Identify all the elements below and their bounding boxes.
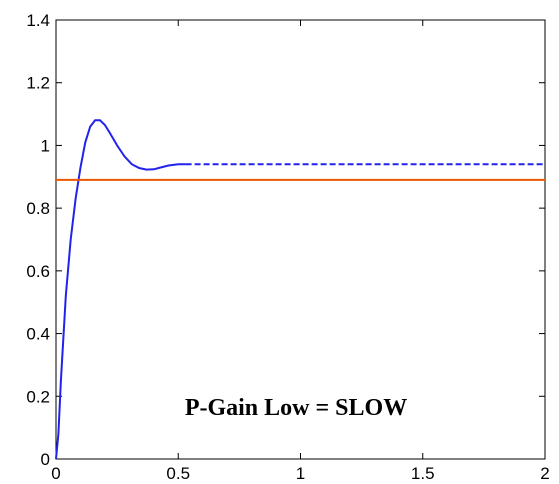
series-line-0 bbox=[55, 119, 186, 460]
y-tick-label: 0.2 bbox=[26, 387, 50, 406]
y-tick-label: 1.4 bbox=[26, 11, 50, 30]
plot-frame bbox=[55, 19, 546, 460]
series-group bbox=[55, 119, 545, 460]
x-tick-label: 2 bbox=[540, 464, 549, 483]
y-tick-label: 0.8 bbox=[26, 199, 50, 218]
chart-annotation: P-Gain Low = SLOW bbox=[185, 395, 407, 421]
y-tick-label: 0.4 bbox=[26, 325, 50, 344]
x-tick-label: 0 bbox=[51, 464, 60, 483]
x-tick-label: 0.5 bbox=[166, 464, 190, 483]
x-tick-label: 1.5 bbox=[411, 464, 435, 483]
axis-ticks: 0 0.5 1 1.5 2 0 0.2 0.4 0.6 0.8 1 1.2 1.4 bbox=[26, 11, 549, 483]
x-tick-label: 1 bbox=[296, 464, 305, 483]
y-tick-label: 0.6 bbox=[26, 262, 50, 281]
y-tick-label: 1 bbox=[41, 136, 50, 155]
y-tick-label: 0 bbox=[41, 450, 50, 469]
y-tick-label: 1.2 bbox=[26, 74, 50, 93]
